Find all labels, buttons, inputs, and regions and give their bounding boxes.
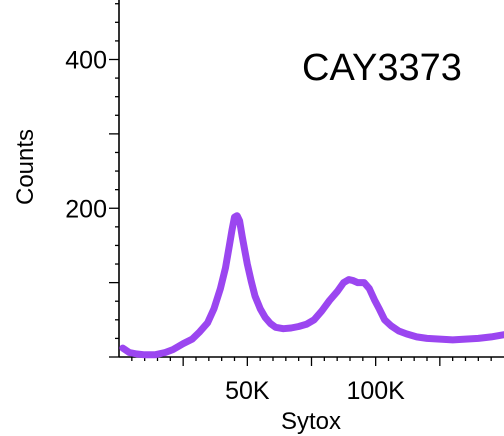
y-ticks: 200 400 <box>65 47 119 358</box>
y-tick-label: 400 <box>65 47 107 75</box>
histogram-line <box>119 212 504 359</box>
y-axis-label: Counts <box>12 129 39 205</box>
series-layer <box>119 212 504 359</box>
minor-ticks <box>115 3 492 361</box>
x-axis-label: Sytox <box>281 408 341 435</box>
x-ticks: 50K 100K <box>182 357 441 405</box>
x-tick-label: 50K <box>225 377 270 405</box>
chart-title: CAY3373 <box>302 47 462 89</box>
y-tick-label: 200 <box>65 195 107 223</box>
plot-area: 200 400 50K 100K <box>65 0 504 405</box>
x-tick-label: 100K <box>346 377 405 405</box>
